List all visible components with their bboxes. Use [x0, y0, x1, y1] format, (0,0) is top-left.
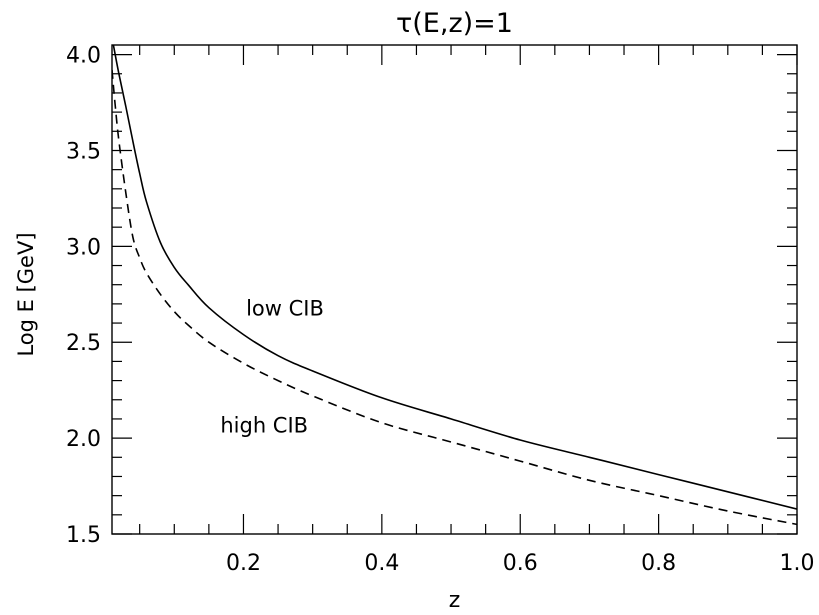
annotation-label: low CIB [246, 296, 324, 320]
x-tick-label: 0.6 [503, 551, 538, 576]
y-tick-label: 2.0 [66, 427, 101, 452]
y-axis-label: Log E [GeV] [14, 232, 38, 356]
x-tick-label: 1.0 [780, 551, 815, 576]
plot-frame [111, 44, 798, 535]
chart-title: τ(E,z)=1 [396, 8, 513, 39]
x-axis-label: z [449, 588, 461, 613]
x-tick-label: 0.2 [226, 551, 261, 576]
annotation-label: high CIB [220, 413, 308, 437]
y-tick-label: 3.0 [66, 235, 101, 260]
tick-labels: 0.2 0.4 0.6 0.8 1.0 1.5 2.0 2.5 3.0 3.5 4.0 [66, 44, 815, 576]
y-tick-label: 2.5 [66, 331, 101, 356]
series-line-low-cib [112, 45, 797, 510]
series [112, 45, 797, 526]
y-tick-label: 3.5 [66, 139, 101, 164]
x-tick-label: 0.4 [364, 551, 399, 576]
x-tick-label: 0.8 [641, 551, 676, 576]
y-tick-label: 4.0 [66, 44, 101, 69]
y-tick-label: 1.5 [66, 523, 101, 548]
ticks [112, 45, 798, 535]
annotations: low CIB high CIB [220, 296, 324, 437]
